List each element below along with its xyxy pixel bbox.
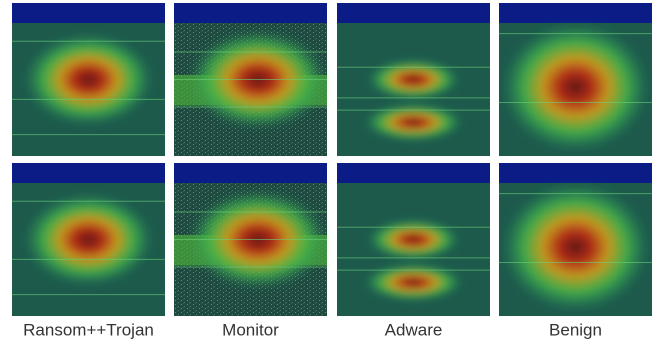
column-label: Ransom++Trojan	[23, 320, 154, 339]
heat-blob	[367, 219, 460, 260]
top-band	[499, 3, 652, 23]
column-label: Benign	[549, 320, 602, 339]
heat-blob	[502, 182, 649, 312]
heat-blob	[24, 193, 153, 286]
top-band	[337, 3, 490, 23]
heatmap-panel	[174, 163, 327, 316]
heatmap-panel	[174, 3, 327, 156]
heat-blob	[364, 103, 463, 141]
column-label: Adware	[385, 320, 443, 339]
top-band	[12, 163, 165, 183]
top-band	[499, 163, 652, 183]
heatmap-panel	[12, 163, 165, 316]
heat-blob	[502, 22, 649, 152]
top-band	[337, 163, 490, 183]
heatmap-panel	[12, 3, 165, 156]
top-band	[12, 3, 165, 23]
heat-blob	[24, 33, 153, 126]
heat-blob	[364, 263, 463, 301]
heatmap-panel	[337, 163, 490, 316]
heatmap-panel	[499, 3, 652, 156]
heatmap-panel	[499, 163, 652, 316]
heatmap-panel	[337, 3, 490, 156]
column-label: Monitor	[222, 320, 279, 339]
top-band	[174, 163, 327, 183]
heat-blob	[367, 59, 460, 100]
top-band	[174, 3, 327, 23]
